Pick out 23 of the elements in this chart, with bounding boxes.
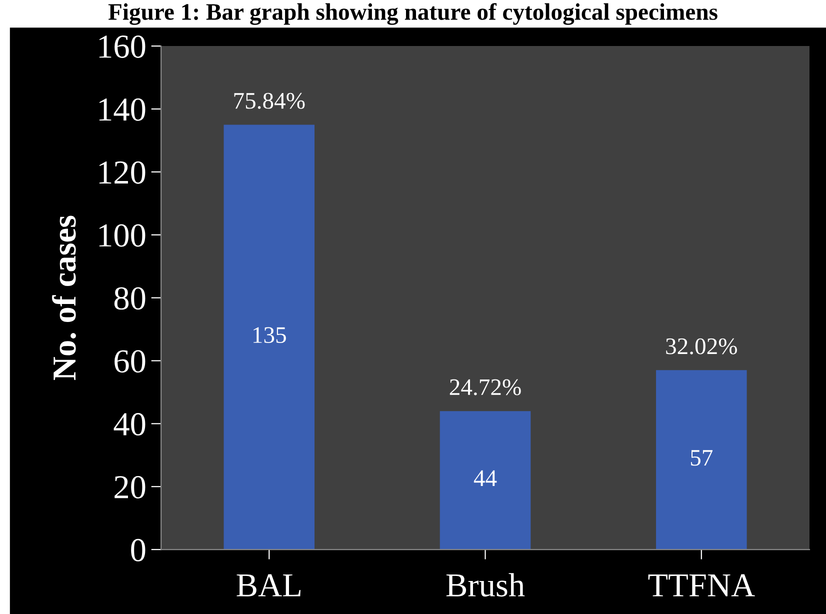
x-tick-label: Brush (446, 573, 525, 597)
y-tick-label: 40 (114, 413, 146, 436)
bar (656, 370, 747, 550)
annotation: 75.84% (234, 92, 305, 109)
y-tick-label: 140 (99, 98, 146, 121)
y-tick-label: 100 (99, 224, 146, 247)
y-tick-label: 20 (114, 476, 146, 498)
x-tick-label: BAL (236, 574, 300, 596)
y-tick-label: 120 (99, 161, 146, 184)
y-axis-title: No. of cases (52, 216, 76, 380)
annotation: 32.02% (666, 338, 738, 354)
annotation: 24.72% (450, 379, 521, 396)
chart-title: Figure 1: Bar graph showing nature of cytological specimens (108, 3, 718, 25)
y-tick-label: 60 (114, 350, 146, 373)
data-label: 135 (254, 327, 286, 344)
y-tick-label: 80 (114, 287, 146, 310)
y-tick-label: 160 (99, 35, 146, 58)
data-label: 57 (690, 450, 713, 466)
bar (224, 124, 315, 550)
x-tick-label: TTFNA (648, 574, 755, 596)
bar (440, 411, 531, 550)
data-label: 44 (474, 470, 497, 486)
y-tick-label: 0 (131, 538, 146, 562)
